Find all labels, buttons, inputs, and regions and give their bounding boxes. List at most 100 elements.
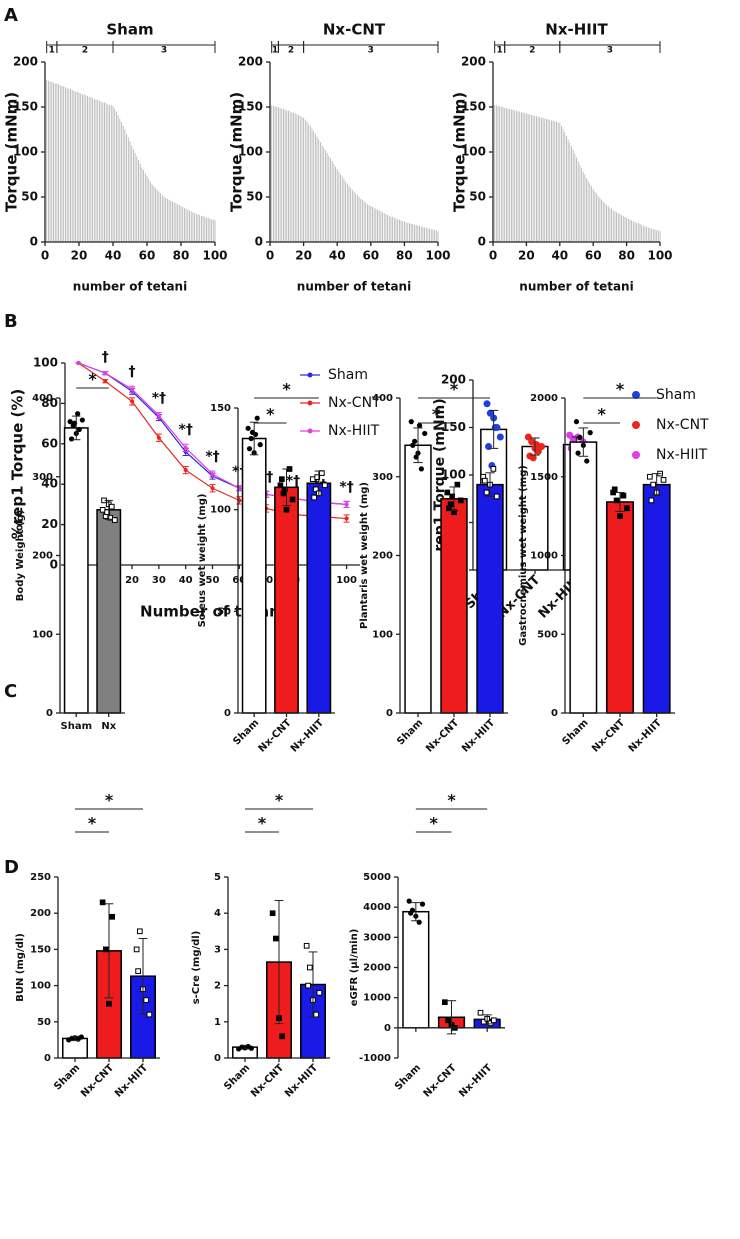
data-point [130,387,135,392]
bar [358,197,360,242]
legend-label: Sham [328,367,368,383]
bar [289,111,291,242]
data-point [344,502,349,507]
bar [340,174,341,242]
series-line [78,362,347,505]
bar [90,97,92,242]
bar [561,125,562,242]
data-point [306,964,313,971]
legend-marker [632,391,640,399]
bar [144,173,146,242]
bar [429,228,431,242]
data-point [650,481,657,488]
bar [284,109,286,242]
bar [622,215,624,242]
bar [341,176,343,242]
bar [601,199,602,242]
bar [562,128,564,242]
y-tick-label: 100 [32,629,53,640]
data-point [257,442,263,448]
bar [185,208,187,242]
bar [522,112,524,243]
x-tick-label: 80 [396,249,413,263]
bar [631,220,633,242]
y-tick-label: 2000 [530,393,558,404]
bar [85,95,87,242]
phase-label: 2 [288,46,294,56]
data-point [529,454,537,462]
data-point [246,446,253,452]
bar [46,80,48,242]
data-point [111,517,118,523]
bar [419,225,420,242]
x-tick-label: 20 [295,249,312,263]
bar [241,437,267,714]
bar [207,217,209,242]
bar [127,137,129,242]
data-point [648,497,655,504]
y-tick-label: 150 [210,403,231,414]
x-tick-label: Sham [52,1062,82,1092]
y-axis-label: Torque (mNm) [3,92,21,212]
data-point [441,999,448,1006]
bar [641,224,643,242]
bar [345,181,347,242]
y-tick-label: 100 [238,145,263,159]
bar [170,200,172,242]
data-point [611,486,618,493]
bar [148,179,150,242]
data-point [146,1011,153,1018]
significance-label: * [616,380,625,399]
data-point [245,425,251,431]
bar [597,196,599,242]
bar [214,220,216,242]
bar [402,221,404,242]
y-tick-label: 150 [13,100,38,114]
x-tick-label: Nx-CNT [257,717,294,754]
bar [657,230,659,242]
bar [596,193,597,242]
bar [149,181,151,242]
bar [619,214,621,242]
bar [611,208,612,242]
bar [599,197,601,242]
data-point [314,474,321,480]
bar [606,501,634,714]
bar [321,144,323,242]
y-tick-label: 200 [32,551,53,562]
data-point [289,496,296,503]
bar [392,216,394,242]
bar [110,105,112,242]
bar [291,112,293,243]
legend-marker [307,372,313,378]
data-point [444,489,451,496]
y-tick-label: 0 [44,1053,51,1064]
bar [549,119,551,242]
data-point [78,1034,84,1040]
phase-label: 1 [272,46,278,56]
bar [158,191,160,242]
y-axis-label: Gastrocnemius wet weight (mg) [518,465,529,646]
bar [76,91,78,242]
bar [51,81,53,242]
bar [393,217,395,242]
bar [126,134,128,242]
bar [495,105,497,242]
x-tick-label: 80 [173,249,190,263]
bar [368,205,370,242]
chart-title: Nx-CNT [323,21,386,39]
bar [375,208,377,242]
bar [572,150,574,242]
bar [56,83,58,242]
data-point [496,433,504,441]
bar [512,109,514,242]
data-point [107,514,113,521]
data-point [277,482,284,489]
y-tick-label: 300 [372,472,393,483]
bar [390,216,392,242]
y-tick-label: 60 [41,436,58,450]
x-tick-label: 100 [425,249,450,263]
panel-label: C [4,681,17,702]
data-point [624,505,630,512]
bar [105,103,107,243]
